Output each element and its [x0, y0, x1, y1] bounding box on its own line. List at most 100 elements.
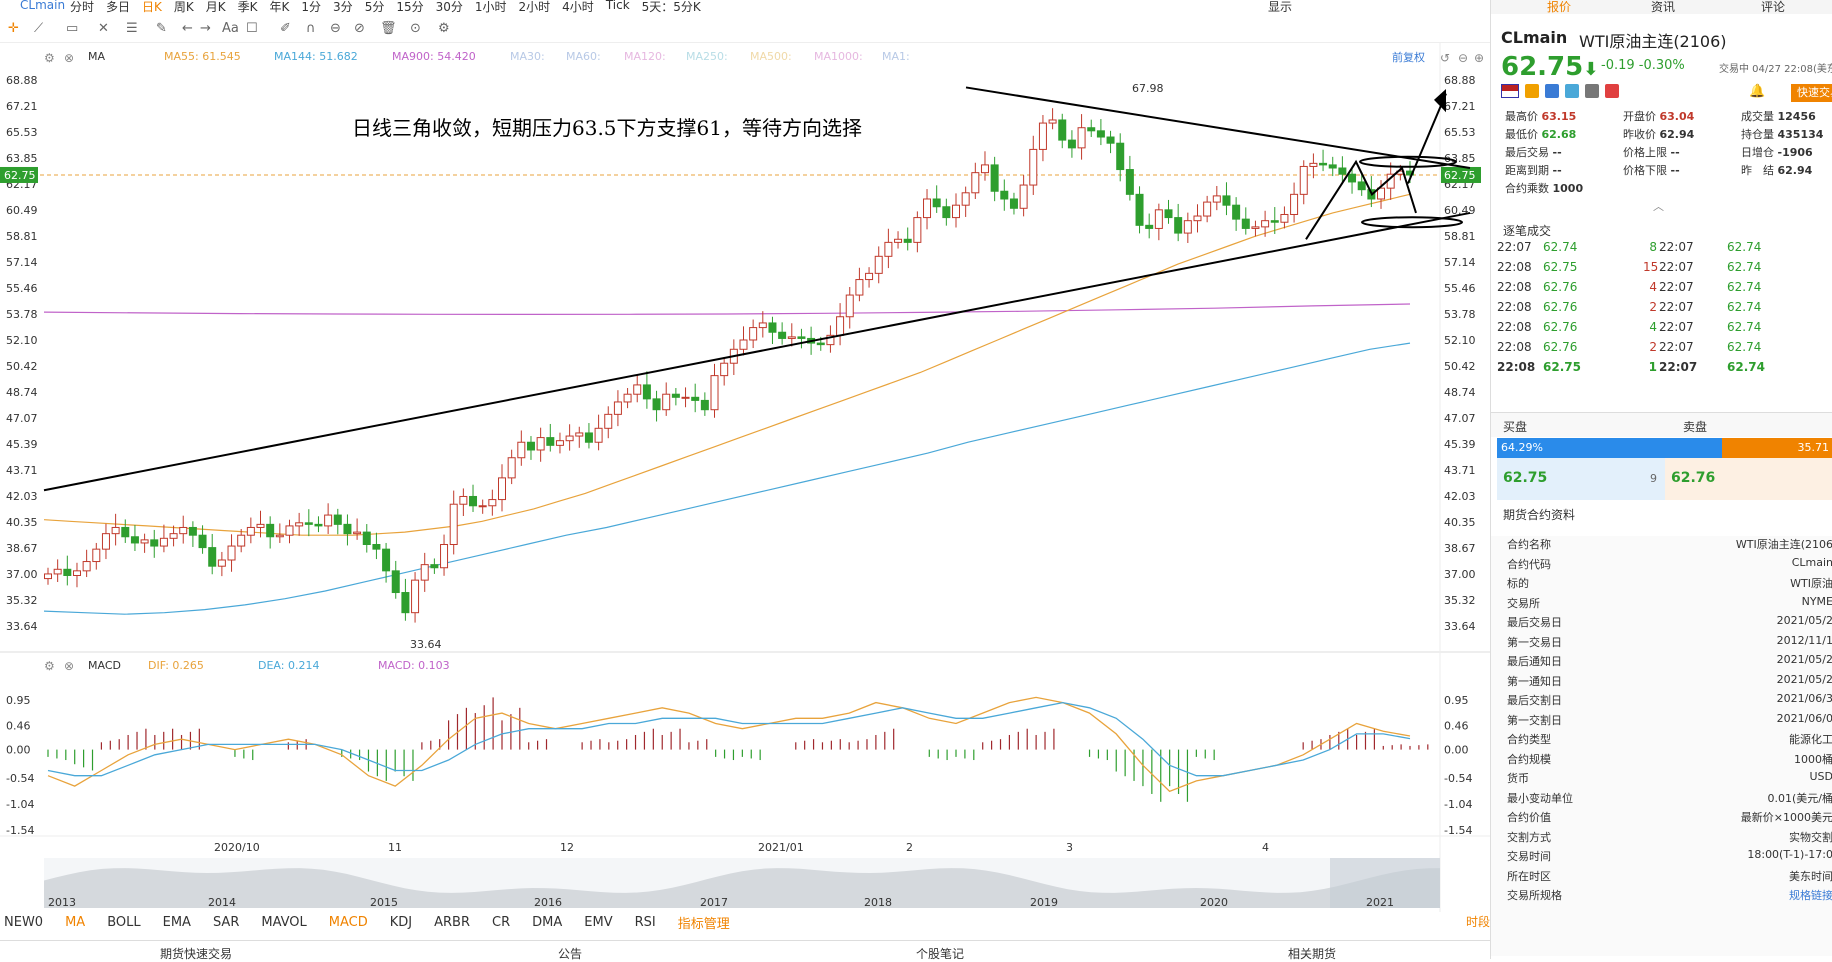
period-tab[interactable]: 多日 [106, 0, 130, 14]
indicator-tab[interactable]: BOLL [107, 915, 140, 930]
candle [624, 388, 631, 408]
zoom-in-icon[interactable]: ⊕ [1474, 51, 1484, 65]
chart-icon[interactable] [1545, 84, 1559, 98]
visibility-icon[interactable]: ⊙ [410, 21, 421, 36]
quote-tab[interactable]: 资讯 [1651, 0, 1675, 15]
trash-icon[interactable]: 🗑 [380, 21, 397, 36]
line-tool-icon[interactable]: ⟋ [34, 21, 43, 36]
macd-settings-icon[interactable]: ⚙ [44, 659, 55, 673]
bottom-tab[interactable]: 公告 [558, 945, 582, 962]
fib-tool-icon[interactable]: ✕ [98, 21, 109, 36]
period-tab[interactable]: 月K [206, 0, 226, 14]
macd-close-icon[interactable]: ⊗ [64, 659, 74, 673]
lightning-icon[interactable] [1525, 84, 1539, 98]
candle [1107, 131, 1114, 153]
tick-v1: 8 [1643, 240, 1657, 254]
period-tab[interactable]: 周K [174, 0, 194, 14]
quote-tab[interactable]: 评论 [1761, 0, 1785, 15]
lock-icon[interactable]: ⊖ [330, 21, 341, 36]
navigator-label: 2021 [1366, 896, 1394, 909]
candle [1329, 157, 1336, 176]
eye-icon[interactable]: ⊘ [354, 21, 365, 36]
period-tab[interactable]: 1分 [301, 0, 321, 14]
y-tick-left: 68.88 [6, 74, 38, 87]
collapse-icon[interactable]: ︿ [1653, 198, 1664, 214]
candle [441, 535, 448, 576]
quote-row: 持仓量 435134 [1741, 126, 1823, 142]
dea-line [48, 703, 1410, 776]
period-tab[interactable]: 季K [238, 0, 258, 14]
indicator-tab[interactable]: SAR [213, 915, 239, 930]
quote-tabs: 报价 资讯 评论 [1491, 0, 1832, 14]
period-tab[interactable]: 日K [142, 0, 162, 14]
period-tab[interactable]: 分时 [70, 0, 94, 14]
navigator-label: 2018 [864, 896, 892, 909]
crosshair-icon[interactable]: ✛ [8, 21, 19, 36]
period-tab[interactable]: 30分 [436, 0, 463, 14]
period-tab[interactable]: Tick [606, 0, 630, 14]
indicator-tab[interactable]: MAVOL [261, 915, 306, 930]
candle [1146, 214, 1153, 239]
rect-tool-icon[interactable]: ▭ [66, 21, 78, 36]
tick-t2: 22:07 [1659, 360, 1697, 374]
period-tab[interactable]: 15分 [396, 0, 423, 14]
arrow-right-icon[interactable]: → [200, 21, 211, 36]
indicator-tab[interactable]: KDJ [390, 915, 412, 930]
indicator-tab[interactable]: MA [65, 915, 85, 930]
macd-tick-right: -1.04 [1444, 798, 1472, 811]
indicator-tab[interactable]: 指标管理 [678, 913, 730, 932]
favorite-icon[interactable] [1605, 84, 1619, 98]
info-value[interactable]: 规格链接 [1789, 887, 1832, 903]
display-menu[interactable]: 显示 [1268, 0, 1292, 14]
indicator-tab[interactable]: DMA [532, 915, 562, 930]
brush-tool-icon[interactable]: ✎ [156, 21, 167, 36]
candle [247, 518, 254, 544]
indicator-tab[interactable]: MACD [329, 915, 368, 930]
period-tab[interactable]: 年K [270, 0, 290, 14]
period-tab[interactable]: 3分 [333, 0, 353, 14]
period-tab[interactable]: 4小时 [562, 0, 594, 14]
support-trendline[interactable] [44, 213, 1470, 490]
indicator-tab[interactable]: RSI [635, 915, 656, 930]
chart-settings-icon[interactable]: ⚙ [44, 51, 55, 65]
magnet-icon[interactable]: ∩ [306, 21, 316, 36]
comment-icon[interactable]: ☐ [246, 21, 258, 36]
symbol-selector[interactable]: CLmain [20, 0, 65, 12]
candle [238, 529, 245, 552]
settings-icon[interactable]: ⚙ [438, 21, 450, 36]
quote-value: 62.68 [1542, 128, 1577, 141]
chart-close-icon[interactable]: ⊗ [64, 51, 74, 65]
period-tab[interactable]: 1小时 [475, 0, 507, 14]
bottom-tab[interactable]: 个股笔记 [916, 945, 964, 962]
indicator-tab[interactable]: EMA [163, 915, 191, 930]
quote-row: 价格上限 -- [1623, 144, 1680, 160]
timeframe-button[interactable]: 时段 [1466, 913, 1490, 930]
indicator-tab[interactable]: EMV [584, 915, 612, 930]
indicator-tab[interactable]: CR [492, 915, 510, 930]
quick-trade-button[interactable]: 快速交易 [1791, 84, 1832, 102]
indicator-tab[interactable]: NEW0 [4, 915, 43, 930]
support-ellipse[interactable] [1362, 217, 1462, 227]
bell-icon[interactable]: 🔔 [1749, 84, 1765, 99]
candle [112, 514, 119, 546]
candle [1010, 193, 1017, 215]
tag-icon[interactable] [1565, 84, 1579, 98]
text-tool-icon[interactable]: Aa [222, 21, 239, 36]
period-tab[interactable]: 5天：5分K [642, 0, 701, 14]
bottom-tab[interactable]: 期货快速交易 [160, 945, 232, 962]
channel-tool-icon[interactable]: ☰ [126, 21, 138, 36]
candle [605, 406, 612, 438]
arrow-left-icon[interactable]: ← [182, 21, 193, 36]
period-tab[interactable]: 2小时 [519, 0, 551, 14]
indicator-tab[interactable]: ARBR [434, 915, 470, 930]
note-icon[interactable] [1585, 84, 1599, 98]
pencil-icon[interactable]: ✐ [280, 21, 291, 36]
period-tab[interactable]: 5分 [365, 0, 385, 14]
undo-icon[interactable]: ↺ [1440, 51, 1450, 65]
zoom-out-icon[interactable]: ⊖ [1458, 51, 1468, 65]
bottom-tab[interactable]: 相关期货 [1288, 945, 1336, 962]
quote-tab[interactable]: 报价 [1547, 0, 1571, 15]
